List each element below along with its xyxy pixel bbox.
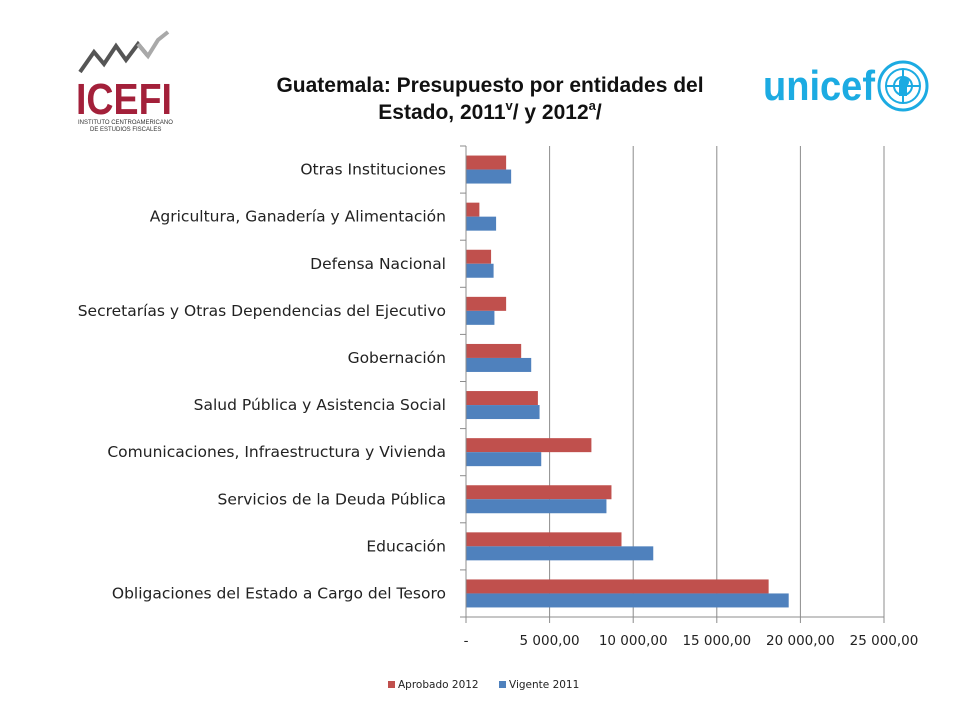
title-part-c: / xyxy=(595,101,602,124)
bar-vigente-2011 xyxy=(466,546,654,561)
bar-vigente-2011 xyxy=(466,452,542,467)
category-labels: Obligaciones del Estado a Cargo del Teso… xyxy=(78,161,446,603)
icefi-subtitle-1: INSTITUTO CENTROAMERICANO xyxy=(78,120,173,126)
icefi-logo: ICEFI INSTITUTO CENTROAMERICANO DE ESTUD… xyxy=(76,30,173,133)
bar-aprobado-2012 xyxy=(466,155,507,170)
bar-vigente-2011 xyxy=(466,593,789,608)
icefi-wordmark: ICEFI xyxy=(76,75,172,124)
bar-aprobado-2012 xyxy=(466,202,480,217)
bar-aprobado-2012 xyxy=(466,532,622,547)
title-part-a: Estado, 2011 xyxy=(378,101,506,124)
legend-swatch xyxy=(388,681,395,688)
bar-vigente-2011 xyxy=(466,216,497,231)
category-label: Otras Instituciones xyxy=(300,161,446,179)
x-tick-label: 20 000,00 xyxy=(766,633,835,649)
category-label: Secretarías y Otras Dependencias del Eje… xyxy=(78,302,446,320)
bar-aprobado-2012 xyxy=(466,391,538,406)
icefi-mountain-line-light xyxy=(136,30,170,60)
legend-label: Aprobado 2012 xyxy=(398,679,479,691)
icefi-subtitle-2: DE ESTUDIOS FISCALES xyxy=(90,127,161,133)
title-sup-a: a xyxy=(588,98,596,113)
category-label: Comunicaciones, Infraestructura y Vivien… xyxy=(107,443,446,461)
chart-title: Guatemala: Presupuesto por entidades del… xyxy=(150,72,830,126)
unicef-wordmark: unicef xyxy=(763,62,876,109)
bar-aprobado-2012 xyxy=(466,343,522,358)
category-label: Salud Pública y Asistencia Social xyxy=(194,396,446,414)
chart-title-line1: Guatemala: Presupuesto por entidades del xyxy=(276,74,704,97)
bars xyxy=(466,155,789,608)
bar-vigente-2011 xyxy=(466,405,540,420)
unicef-logo: unicef xyxy=(763,60,929,112)
legend-swatch xyxy=(499,681,506,688)
bar-aprobado-2012 xyxy=(466,485,612,500)
x-tick-label: 5 000,00 xyxy=(520,633,580,649)
category-label: Gobernación xyxy=(348,349,446,367)
legend: Aprobado 2012 Vigente 2011 xyxy=(388,679,579,691)
tick-labels: - 5 000,00 10 000,00 15 000,00 20 000,00 25 0… xyxy=(464,633,919,649)
title-part-b: / y 2012 xyxy=(512,101,589,124)
bar-vigente-2011 xyxy=(466,357,532,372)
bar-vigente-2011 xyxy=(466,263,494,278)
bar-vigente-2011 xyxy=(466,499,607,514)
bar-vigente-2011 xyxy=(466,310,495,325)
category-label: Agricultura, Ganadería y Alimentación xyxy=(150,208,446,226)
x-tick-label: - xyxy=(464,633,469,649)
bar-vigente-2011 xyxy=(466,169,512,184)
bar-aprobado-2012 xyxy=(466,579,769,594)
x-tick-label: 15 000,00 xyxy=(682,633,751,649)
chart-title-line2: Estado, 2011v/ y 2012a/ xyxy=(150,99,830,126)
category-label: Servicios de la Deuda Pública xyxy=(217,490,446,508)
bar-aprobado-2012 xyxy=(466,249,492,264)
category-label: Defensa Nacional xyxy=(310,255,446,273)
category-label: Obligaciones del Estado a Cargo del Teso… xyxy=(112,584,446,602)
category-label: Educación xyxy=(366,537,446,555)
title-sup-v: v xyxy=(505,98,513,113)
bar-aprobado-2012 xyxy=(466,296,507,311)
legend-label: Vigente 2011 xyxy=(509,679,579,691)
unicef-emblem-icon xyxy=(877,60,929,112)
bar-aprobado-2012 xyxy=(466,438,592,453)
axes xyxy=(460,145,885,623)
x-tick-label: 10 000,00 xyxy=(599,633,668,649)
x-tick-label: 25 000,00 xyxy=(850,633,919,649)
